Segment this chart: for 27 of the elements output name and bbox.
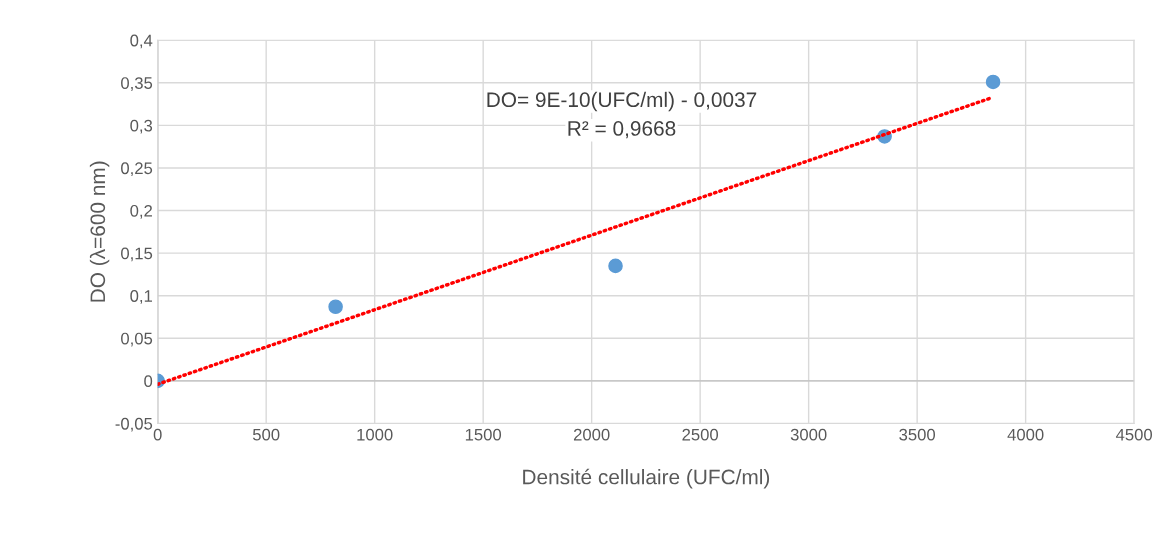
point: [608, 258, 623, 274]
y-tick-label: 0,35: [121, 77, 153, 91]
y-tick-label: 0,15: [121, 247, 153, 262]
y-tick-label: 0,2: [130, 204, 152, 219]
y-tick-label: 0,1: [130, 290, 153, 304]
y-tick-label: 0,05: [121, 332, 153, 347]
x-tick-label: 4500: [1115, 428, 1153, 441]
x-tick-label: 1000: [357, 428, 393, 441]
point: [328, 299, 343, 315]
y-axis-title: DO (λ=600 nm): [89, 161, 110, 302]
x-tick-label: 2500: [682, 428, 719, 441]
x-axis-title: Densité cellulaire (UFC/ml): [523, 468, 770, 489]
x-tick-label: 3000: [790, 428, 827, 441]
y-tick-label: -0,05: [115, 417, 153, 432]
point: [985, 74, 1001, 90]
y-tick-label: 0: [144, 375, 153, 388]
y-tick-label: 0,3: [130, 119, 153, 134]
x-tick-label: 0: [153, 428, 162, 441]
x-tick-label: 500: [252, 428, 280, 441]
x-tick-label: 4000: [1007, 428, 1044, 441]
y-tick-label: 0,4: [130, 34, 153, 49]
x-tick-label: 3500: [899, 428, 936, 441]
x-tick-label: 2000: [573, 428, 610, 441]
annotation: DO= 9E-10(UFC/ml) - 0,0037: [487, 91, 757, 112]
annotation: R² = 0,9668: [568, 121, 676, 139]
x-tick-label: 1500: [465, 428, 502, 441]
y-tick-label: 0,25: [121, 162, 153, 177]
